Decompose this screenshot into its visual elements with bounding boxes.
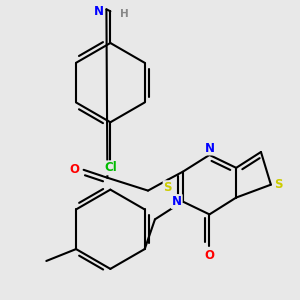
Text: O: O <box>70 163 80 176</box>
Text: Cl: Cl <box>104 161 117 174</box>
Text: N: N <box>94 5 103 18</box>
Text: N: N <box>204 142 214 154</box>
Text: O: O <box>204 248 214 262</box>
Text: S: S <box>164 181 172 194</box>
Text: S: S <box>274 178 283 191</box>
Text: H: H <box>120 9 129 19</box>
Text: N: N <box>172 195 182 208</box>
